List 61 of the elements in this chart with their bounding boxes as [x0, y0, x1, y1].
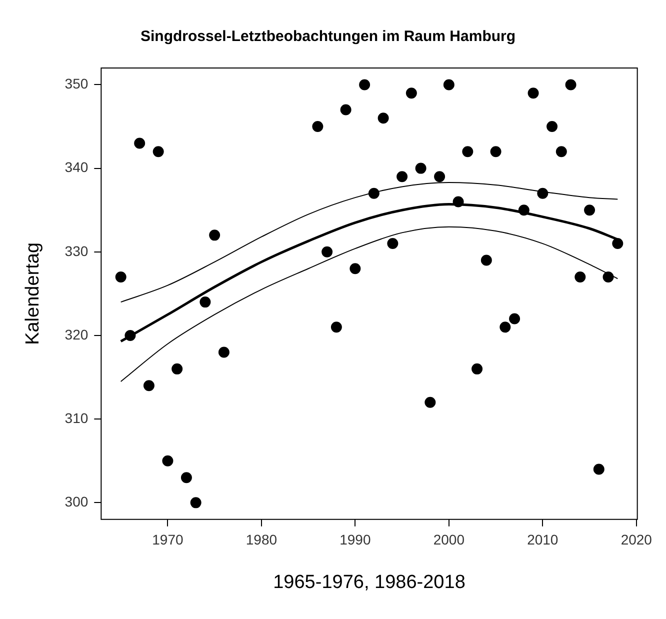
point — [584, 204, 596, 216]
point — [443, 79, 454, 90]
point — [593, 464, 604, 475]
point — [518, 204, 530, 216]
point — [218, 346, 230, 358]
x-axis-title: 1965-1976, 1986-2018 — [273, 572, 466, 593]
point — [434, 171, 446, 182]
point — [115, 271, 126, 282]
y-tick-label: 310 — [64, 410, 88, 426]
point — [312, 121, 324, 132]
x-tick-label: 2010 — [527, 532, 558, 548]
point — [322, 246, 333, 258]
point — [565, 79, 576, 90]
y-axis-title: Kalendertag — [22, 242, 44, 345]
y-tick-label: 350 — [64, 76, 88, 92]
y-tick-label: 320 — [64, 326, 88, 342]
x-tick-label: 1990 — [340, 532, 371, 548]
point — [406, 88, 417, 99]
point — [415, 162, 426, 174]
x-tick-label: 1980 — [246, 532, 278, 548]
point — [200, 296, 211, 308]
line-series — [120, 226, 618, 382]
point — [500, 322, 511, 333]
point — [602, 271, 614, 282]
point — [134, 138, 146, 149]
x-tick-label: 2000 — [433, 532, 465, 548]
point — [556, 146, 567, 158]
point — [452, 196, 464, 208]
point — [152, 146, 164, 158]
y-tick-label: 300 — [64, 494, 88, 510]
point — [180, 472, 192, 484]
point — [387, 238, 398, 250]
point — [396, 171, 408, 182]
point — [190, 497, 202, 508]
point — [340, 104, 352, 116]
point — [472, 363, 483, 374]
point — [143, 380, 154, 392]
y-tick-label: 340 — [64, 159, 88, 176]
chart-title: Singdrossel-Letztbeobachtungen im Raum Hamburg — [140, 28, 516, 46]
point — [490, 146, 502, 158]
point — [537, 188, 548, 199]
point — [480, 254, 492, 266]
point — [162, 455, 174, 466]
point — [378, 112, 389, 124]
x-tick-label: 1970 — [152, 532, 184, 548]
point — [350, 263, 361, 274]
point — [368, 188, 380, 199]
point — [209, 230, 220, 241]
point — [124, 330, 136, 341]
point — [330, 322, 342, 333]
point — [612, 238, 624, 250]
point — [462, 146, 474, 158]
point — [509, 313, 520, 324]
point — [424, 396, 436, 408]
point — [172, 363, 183, 374]
point — [546, 121, 558, 132]
x-tick-label: 2020 — [620, 532, 652, 548]
point — [528, 88, 539, 99]
point — [574, 271, 586, 282]
y-tick-label: 330 — [64, 242, 88, 259]
point — [359, 79, 370, 90]
